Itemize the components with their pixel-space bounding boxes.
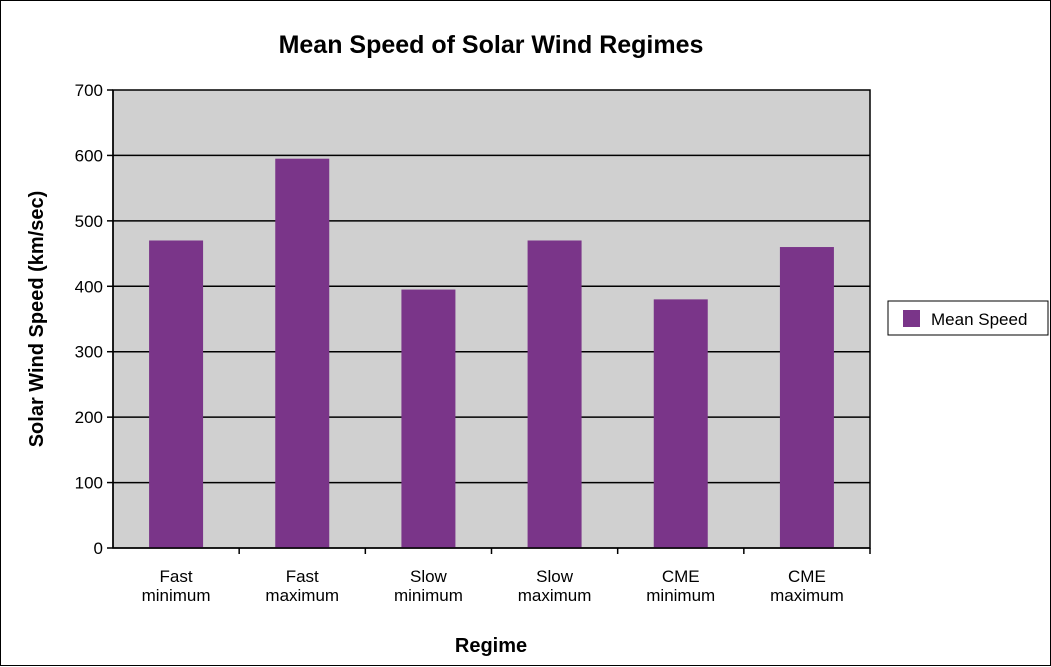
x-tick-label-line: Slow (536, 567, 574, 586)
bar (527, 240, 582, 548)
y-tick-label: 600 (75, 146, 103, 165)
bar (275, 158, 330, 548)
x-tick-label-line: maximum (265, 586, 339, 605)
x-tick-label-line: Slow (410, 567, 448, 586)
y-tick-labels: 0 100 200 300 400 500 600 700 (75, 81, 103, 558)
y-tick-label: 0 (94, 539, 103, 558)
bar (401, 289, 456, 548)
bars (149, 158, 871, 554)
x-tick-label: Fast minimum (142, 567, 211, 605)
x-tick-label-line: Fast (160, 567, 193, 586)
y-tick-label: 500 (75, 212, 103, 231)
x-tick-label-line: Fast (286, 567, 319, 586)
y-tick-label: 700 (75, 81, 103, 100)
legend-swatch (903, 310, 920, 327)
plot-area (112, 89, 871, 549)
x-tick-label-line: CME (662, 567, 700, 586)
bar (779, 247, 834, 548)
x-tick-label: CME maximum (770, 567, 844, 605)
bar (653, 299, 708, 548)
x-tick-label-line: maximum (770, 586, 844, 605)
y-tick-label: 200 (75, 408, 103, 427)
gridlines (107, 89, 870, 549)
y-axis-title: Solar Wind Speed (km/sec) (26, 191, 48, 448)
y-tick-label: 400 (75, 277, 103, 296)
x-tick-label: Slow maximum (518, 567, 592, 605)
x-tick-label-line: minimum (646, 586, 715, 605)
x-tick-label: Fast maximum (265, 567, 339, 605)
x-tick-label-line: minimum (394, 586, 463, 605)
y-tick-label: 300 (75, 343, 103, 362)
x-tick-label-line: minimum (142, 586, 211, 605)
x-axis-title: Regime (455, 635, 527, 657)
bar (149, 240, 204, 548)
chart-title: Mean Speed of Solar Wind Regimes (279, 31, 704, 59)
x-tick-label: CME minimum (646, 567, 715, 605)
legend: Mean Speed (887, 300, 1049, 336)
x-tick-label: Slow minimum (394, 567, 463, 605)
x-tick-label-line: CME (788, 567, 826, 586)
legend-label: Mean Speed (931, 310, 1027, 329)
x-tick-label-line: maximum (518, 586, 592, 605)
y-tick-label: 100 (75, 474, 103, 493)
